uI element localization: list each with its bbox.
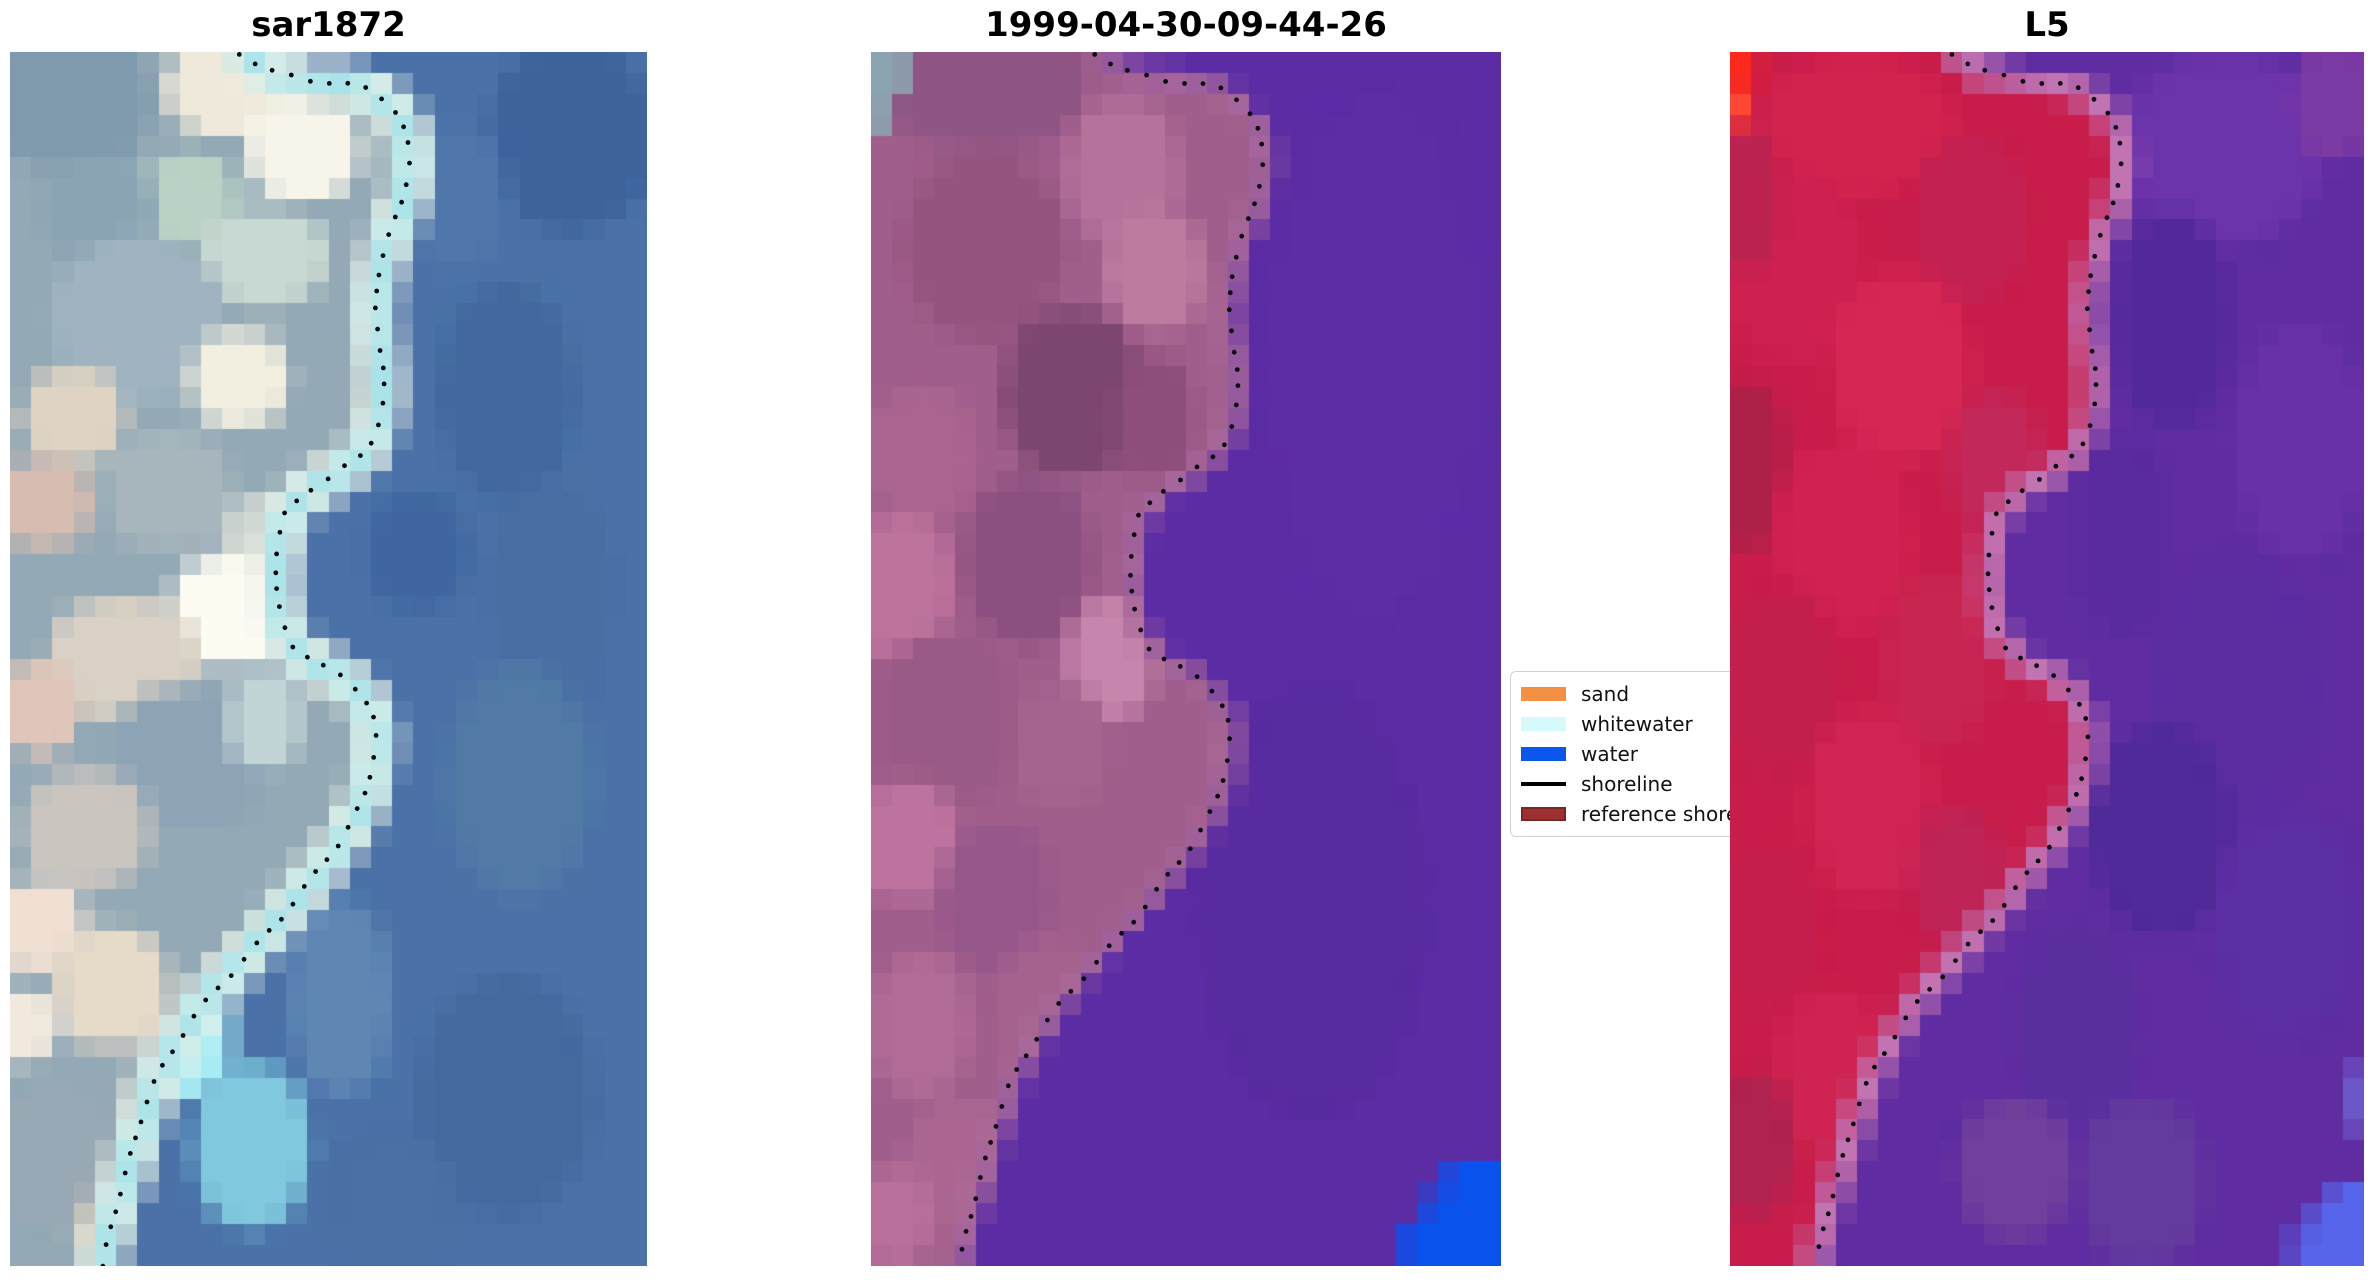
legend-swatch-sand	[1521, 687, 1566, 701]
legend-entry-shoreline: shoreline	[1521, 769, 1795, 799]
legend-entry-water: water	[1521, 739, 1795, 769]
panel-title-date: 1999-04-30-09-44-26	[985, 5, 1387, 45]
legend-swatch-shoreline-line	[1521, 782, 1566, 786]
legend-label-shoreline: shoreline	[1581, 772, 1673, 796]
legend-swatch-whitewater	[1521, 717, 1566, 731]
sar-image-canvas	[10, 52, 647, 1266]
panel-classified-date	[871, 52, 1501, 1266]
l5-image-canvas	[1730, 52, 2364, 1266]
shoreline-dots-overlay	[1816, 52, 2124, 1249]
shoreline-dots-overlay	[100, 52, 412, 1266]
panel-sar1872	[10, 52, 647, 1266]
legend-entry-reference-shoreline: reference shoreline	[1521, 799, 1795, 829]
legend-label-sand: sand	[1581, 682, 1630, 706]
panel-title-sar1872: sar1872	[251, 5, 406, 45]
classified-image-canvas	[871, 52, 1501, 1266]
legend-label-whitewater: whitewater	[1581, 712, 1693, 736]
legend-entry-sand: sand	[1521, 679, 1795, 709]
legend-label-reference-shoreline: reference shoreline	[1581, 802, 1775, 826]
legend-swatch-water	[1521, 747, 1566, 761]
panel-l5	[1730, 52, 2364, 1266]
panel-title-l5: L5	[2024, 5, 2070, 45]
legend-entry-whitewater: whitewater	[1521, 709, 1795, 739]
legend-label-water: water	[1581, 742, 1638, 766]
shoreline-dots-overlay	[959, 52, 1266, 1252]
legend-swatch-reference-shoreline	[1521, 807, 1566, 821]
